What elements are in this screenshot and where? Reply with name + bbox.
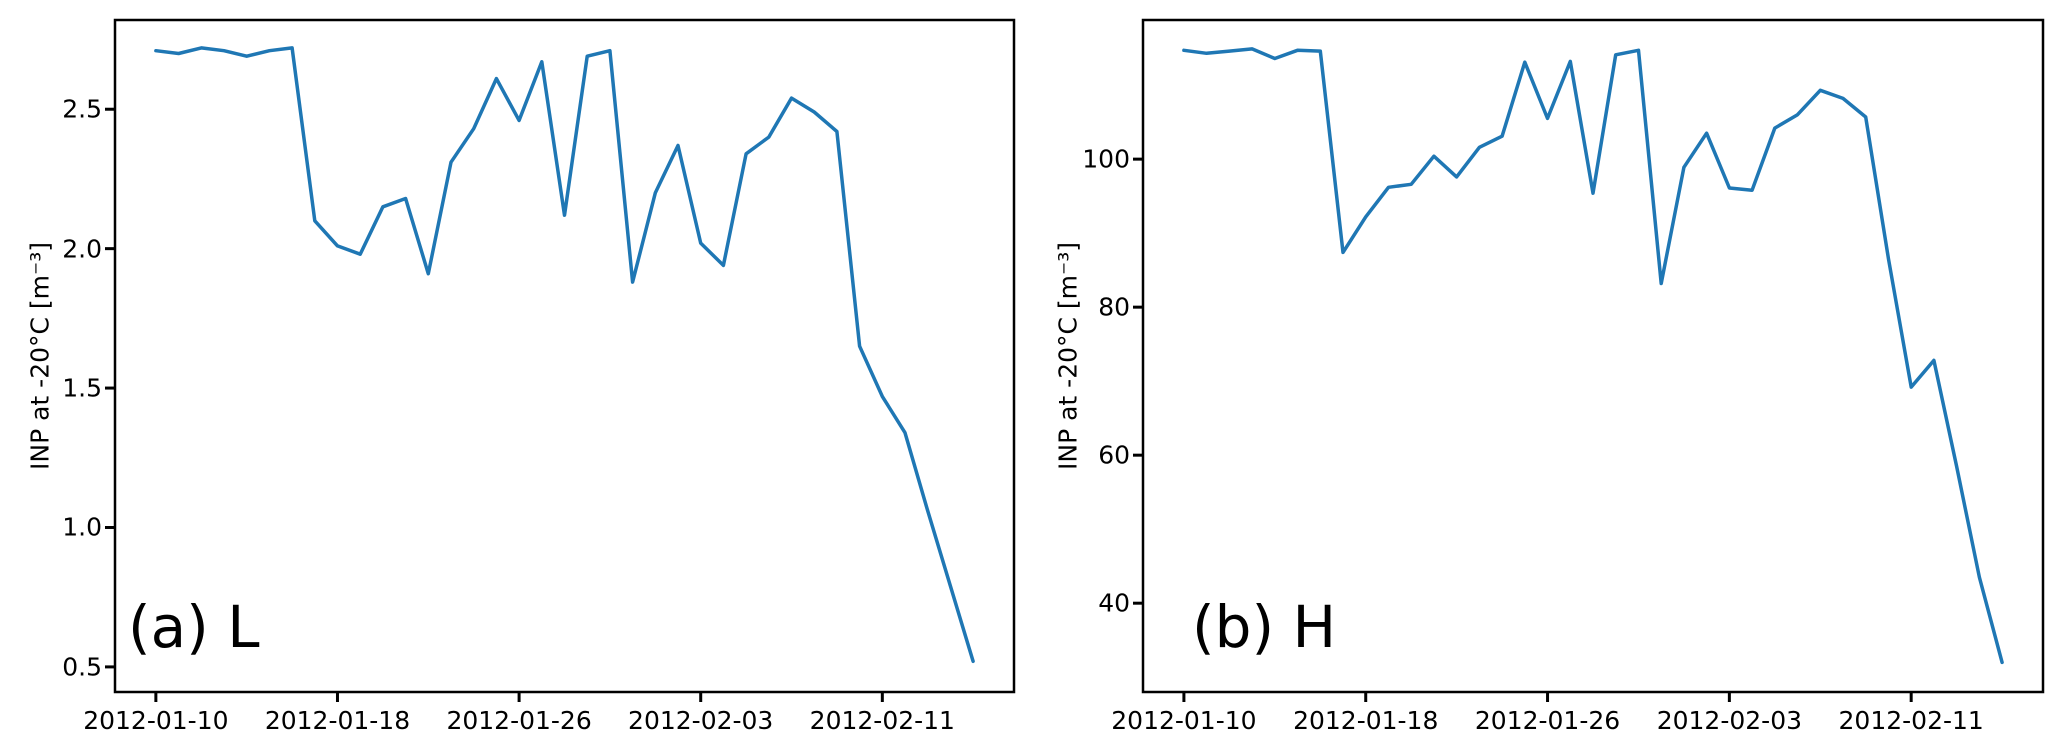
panel-a-frame bbox=[113, 18, 1016, 694]
panel-b-label: (b) H bbox=[1192, 593, 1337, 661]
panel-b-ytick-label: 60 bbox=[1098, 440, 1130, 470]
panel-a-ytick-label: 1.0 bbox=[62, 512, 102, 542]
panel-a-ylabel: INP at -20°C [m⁻³] bbox=[25, 242, 55, 470]
panel-a-data-line bbox=[154, 46, 975, 664]
panel-a bbox=[105, 18, 1016, 702]
panel-b-ytick-label: 40 bbox=[1098, 588, 1130, 618]
panel-b bbox=[1133, 18, 2045, 702]
panel-a-xtick-label: 2012-01-26 bbox=[446, 706, 592, 735]
panel-a-ytick-label: 2.5 bbox=[62, 94, 102, 124]
panel-a-xtick-label: 2012-02-03 bbox=[628, 706, 774, 735]
panel-a-ytick-label: 1.5 bbox=[62, 373, 102, 403]
panel-a-label: (a) L bbox=[128, 593, 260, 661]
panel-b-ytick-label: 80 bbox=[1098, 292, 1130, 322]
panel-b-xtick-label: 2012-01-18 bbox=[1293, 706, 1439, 735]
panel-b-ylabel: INP at -20°C [m⁻³] bbox=[1053, 242, 1083, 470]
panel-a-xtick-label: 2012-02-11 bbox=[809, 706, 955, 735]
panel-a-ytick-label: 0.5 bbox=[62, 652, 102, 682]
panel-b-frame bbox=[1141, 18, 2045, 694]
panel-a-ytick-label: 2.0 bbox=[62, 234, 102, 264]
panel-a-xtick-label: 2012-01-10 bbox=[83, 706, 229, 735]
panel-b-ytick-label: 100 bbox=[1082, 144, 1130, 174]
panel-b-xtick-label: 2012-02-03 bbox=[1656, 706, 1803, 735]
panel-a-xtick-label: 2012-01-18 bbox=[264, 706, 411, 735]
panel-b-xtick-label: 2012-01-10 bbox=[1111, 706, 1257, 735]
panel-b-xtick-label: 2012-02-11 bbox=[1838, 706, 1984, 735]
panel-b-xtick-label: 2012-01-26 bbox=[1474, 706, 1621, 735]
panel-b-data-line bbox=[1182, 47, 2004, 665]
